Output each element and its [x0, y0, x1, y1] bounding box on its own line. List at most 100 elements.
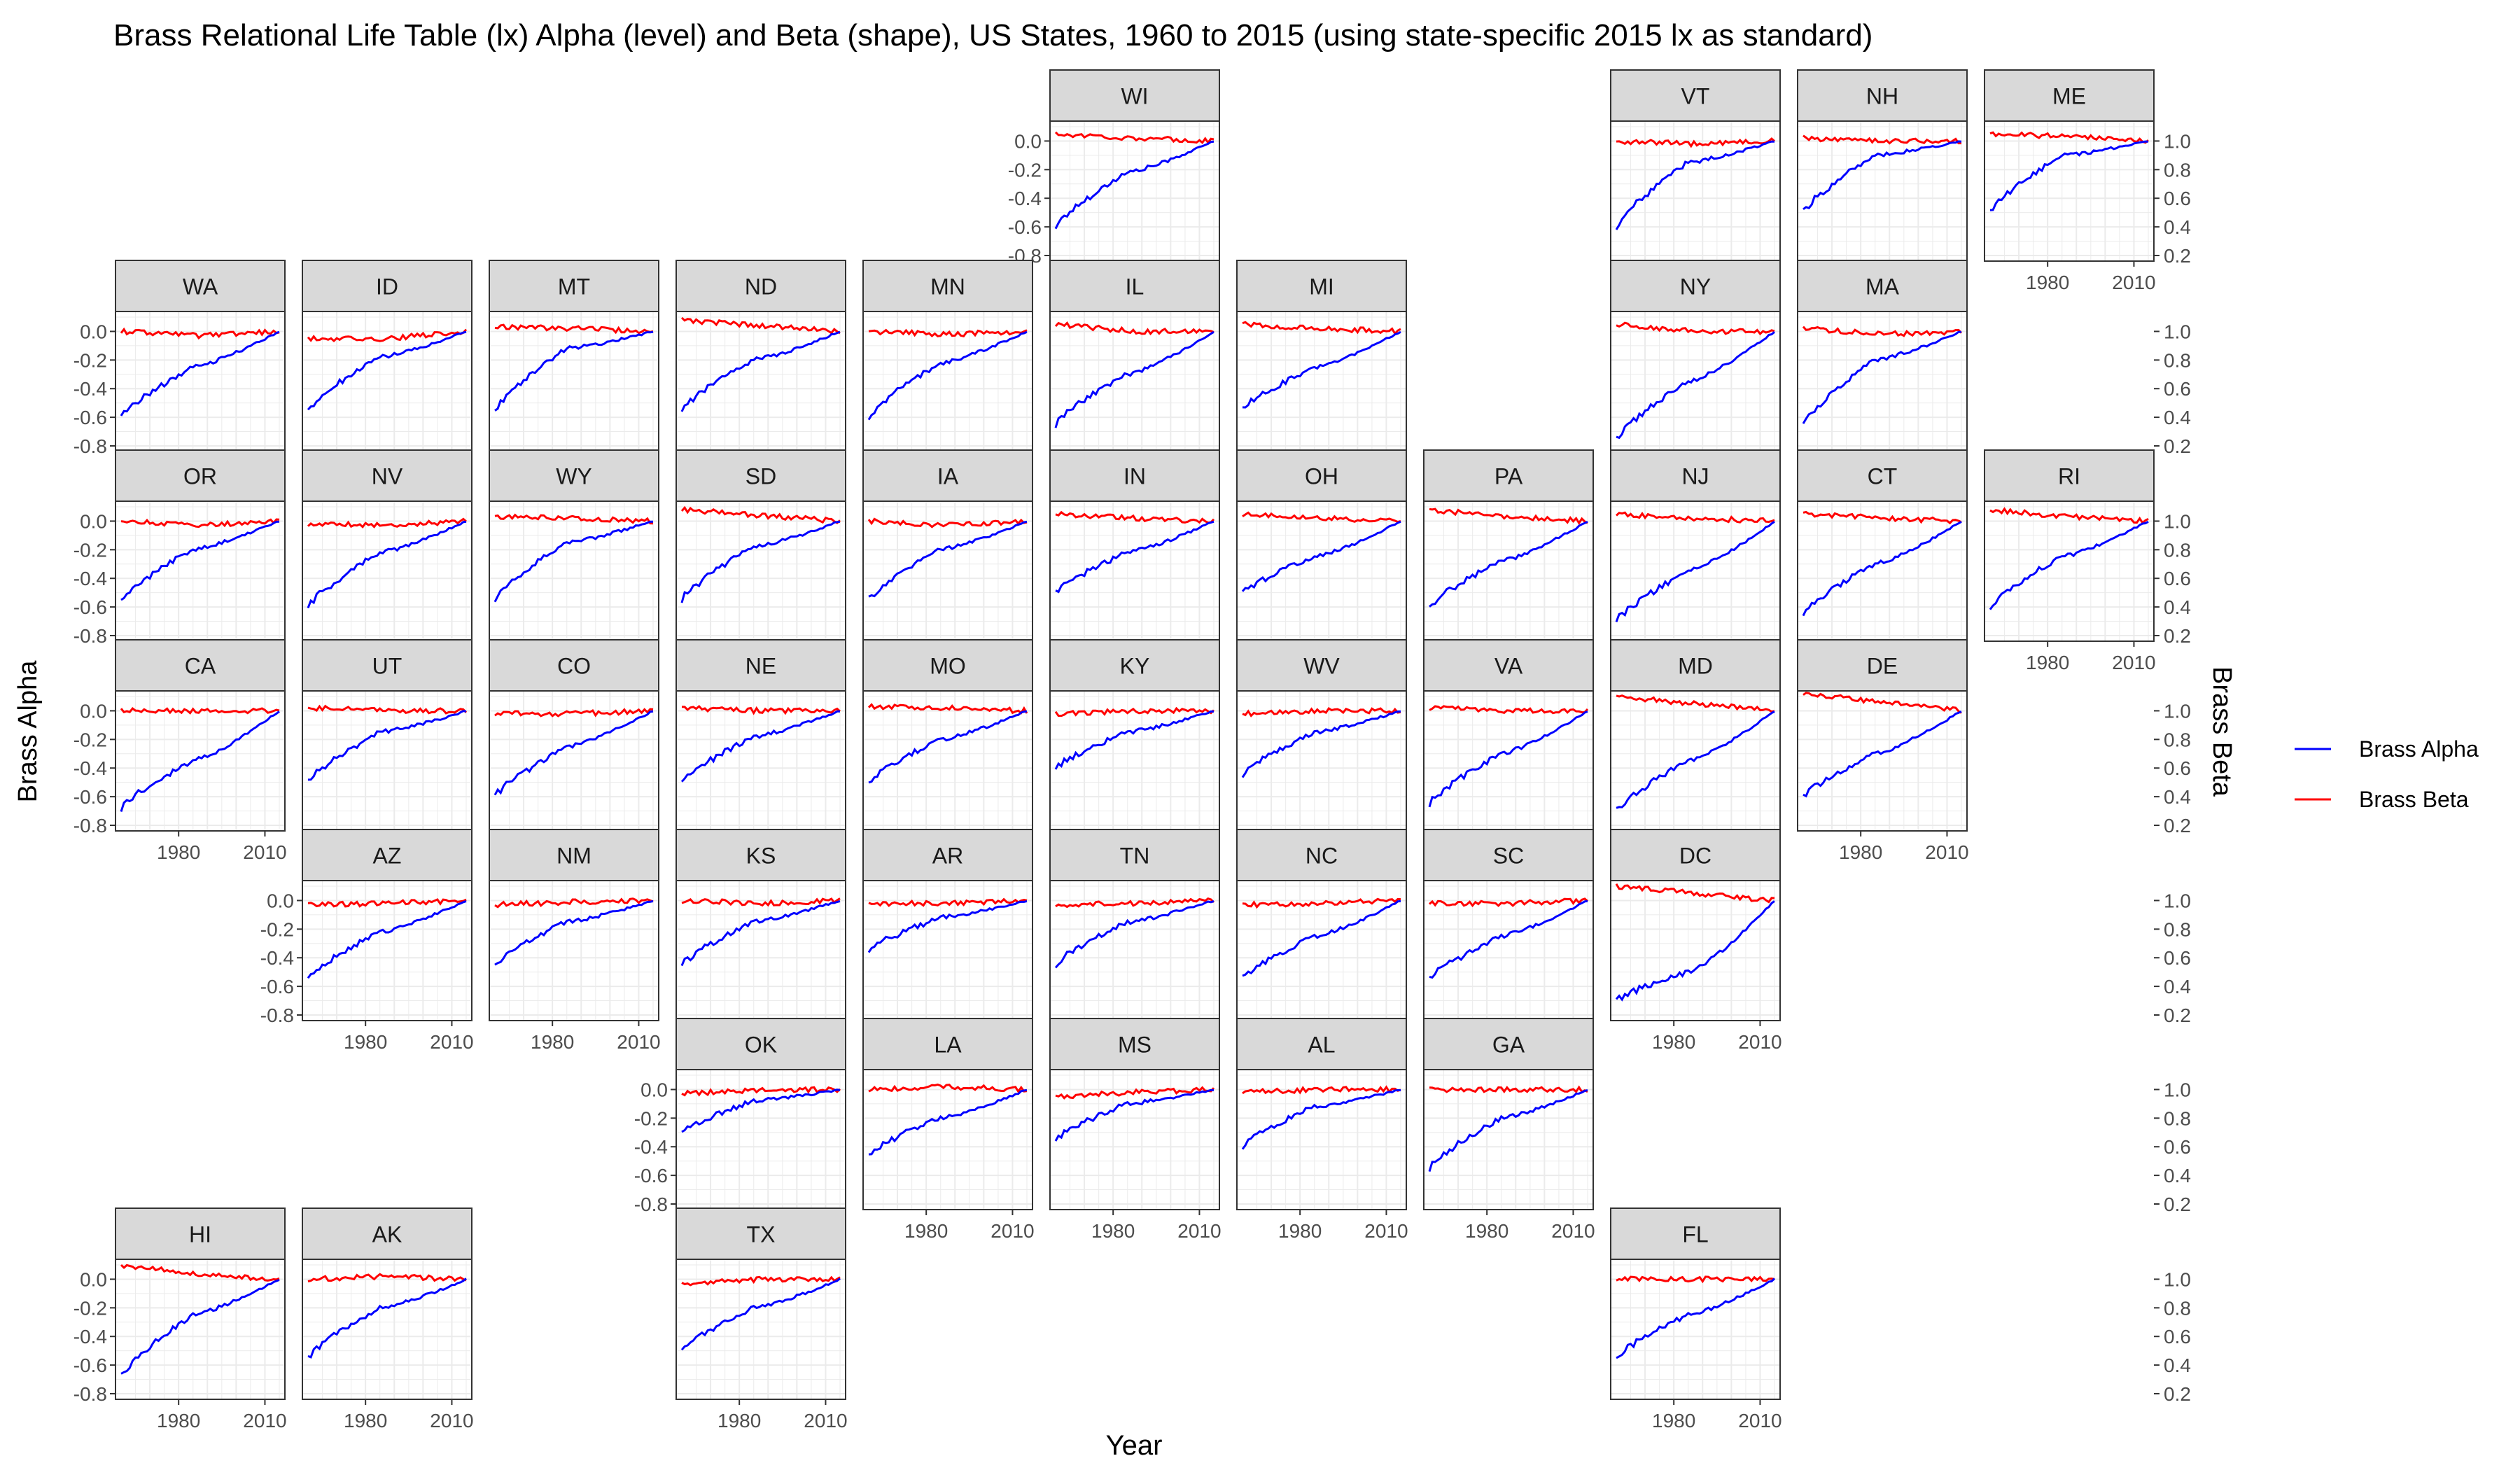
- facet-strip: [1797, 69, 1968, 122]
- series-line-brass-alpha: [1429, 899, 1588, 979]
- facet-strip: [1423, 639, 1594, 692]
- panel-wv: WV: [1236, 639, 1407, 832]
- panel-al: AL 1980 2010: [1236, 1018, 1408, 1242]
- x-tick-label: 2010: [243, 1410, 286, 1432]
- series-line-brass-beta: [681, 1275, 841, 1287]
- y-left-tick-label: 0.0: [80, 510, 107, 532]
- series-line-brass-beta: [681, 897, 841, 907]
- y-right-tick-label: 0.8: [2164, 1297, 2191, 1319]
- panel-ms: MS 1980 2010: [1049, 1018, 1222, 1242]
- series-line-brass-alpha: [1802, 521, 1962, 617]
- x-tick-label: 2010: [1738, 1031, 1782, 1053]
- panel-sd: SD: [676, 449, 846, 642]
- x-tick-label: 1980: [1652, 1410, 1695, 1432]
- y-left-tick-label: 0.0: [1014, 130, 1042, 152]
- plot-area: [1424, 501, 1593, 641]
- panel-border: [676, 1259, 846, 1400]
- panel-me: ME 1.0 0.8 0.6 0.4 0.2 1980 2010: [1984, 69, 2191, 293]
- panel-border: [115, 690, 286, 832]
- facet-strip: [1236, 1018, 1407, 1070]
- series-line-brass-alpha: [120, 1279, 280, 1375]
- panel-ma: MA 1.0 0.8 0.6 0.4 0.2: [1797, 260, 2191, 457]
- series-line-brass-alpha: [680, 899, 841, 967]
- panel-ct: CT: [1797, 449, 1968, 642]
- plot-area: [1611, 881, 1780, 1021]
- facet-strip-label: OH: [1305, 464, 1338, 489]
- series-line-brass-alpha: [494, 330, 654, 412]
- facet-strip-label: SD: [746, 464, 776, 489]
- x-tick-label: 1980: [1091, 1220, 1135, 1242]
- facet-strip: [1610, 829, 1781, 881]
- panel-border: [1049, 1069, 1220, 1210]
- series-line-brass-beta: [120, 327, 280, 340]
- series-line-brass-alpha: [1054, 899, 1214, 969]
- plot-area: [1984, 501, 2154, 641]
- y-right-tick-label: 1.0: [2164, 1268, 2191, 1290]
- y-right-tick-label: 0.6: [2164, 1136, 2191, 1158]
- y-right-tick-label: 0.6: [2164, 568, 2191, 589]
- panel-ga: GA 1.0 0.8 0.6 0.4 0.2 1980 2010: [1423, 1018, 2191, 1242]
- panel-ne: NE: [676, 639, 846, 832]
- y-left-tick-label: -0.6: [634, 1165, 668, 1186]
- series-line-brass-alpha: [1615, 900, 1775, 1002]
- y-right-tick-label: 0.8: [2164, 1107, 2191, 1129]
- series-line-brass-alpha: [1616, 710, 1775, 809]
- x-tick-label: 1980: [904, 1220, 948, 1242]
- facet-strip-label: TN: [1120, 844, 1150, 869]
- panel-az: AZ 0.0 -0.2 -0.4 -0.6 -0.8 1980 2010: [260, 829, 474, 1053]
- y-left-tick-label: -0.4: [74, 568, 107, 589]
- plot-area: [1611, 1259, 1780, 1399]
- plot-area: [1798, 691, 1967, 831]
- facet-strip-label: CO: [557, 654, 591, 679]
- panel-border: [489, 880, 659, 1021]
- y-right-tick-label: 0.4: [2164, 976, 2191, 997]
- gridlines: [1050, 691, 1219, 831]
- facet-strip: [1049, 260, 1220, 312]
- series-line-brass-beta: [1616, 694, 1775, 713]
- gridlines: [1237, 691, 1406, 831]
- series-line-brass-alpha: [1615, 521, 1775, 623]
- facet-strip-label: MT: [558, 274, 590, 300]
- plot-area: [302, 501, 472, 641]
- y-left-tick-label: -0.4: [634, 1136, 668, 1158]
- facet-strip-label: GA: [1492, 1032, 1525, 1058]
- facet-strip: [1423, 829, 1594, 881]
- facet-strip-label: CA: [185, 654, 216, 679]
- y-right-tick-label: 0.4: [2164, 407, 2191, 428]
- gridlines: [863, 691, 1032, 831]
- facet-strip-label: WI: [1121, 84, 1148, 109]
- plot-area: [676, 501, 846, 641]
- series-line-brass-beta: [1429, 705, 1589, 715]
- y-left-tick-label: -0.2: [260, 918, 294, 940]
- x-tick-label: 1980: [157, 1410, 200, 1432]
- facet-strip-label: KS: [746, 844, 776, 869]
- x-tick-label: 2010: [804, 1410, 847, 1432]
- panel-ca: CA 0.0 -0.2 -0.4 -0.6 -0.8 1980 2010: [74, 639, 287, 863]
- panel-vt: VT: [1610, 69, 1781, 262]
- plot-area: [1050, 312, 1219, 451]
- x-tick-label: 1980: [1652, 1031, 1695, 1053]
- plot-area: [1611, 312, 1780, 451]
- facet-strip: [302, 1208, 472, 1260]
- y-left-tick-label: -0.4: [260, 947, 294, 969]
- facet-strip-label: CT: [1868, 464, 1898, 489]
- y-right-tick-label: 0.2: [2164, 1194, 2191, 1215]
- gridlines: [1050, 1070, 1219, 1210]
- panel-nc: NC: [1236, 829, 1407, 1021]
- series-line-brass-alpha: [680, 330, 841, 412]
- facet-strip-label: NM: [556, 844, 592, 869]
- facet-strip: [489, 449, 659, 502]
- plot-area: [676, 1259, 846, 1399]
- facet-strip-label: IA: [937, 464, 959, 489]
- panel-ar: AR: [862, 829, 1033, 1021]
- facet-strip-label: AK: [372, 1222, 402, 1247]
- facet-strip-label: WY: [556, 464, 592, 489]
- facet-strip: [1797, 639, 1968, 692]
- gridlines: [1611, 312, 1780, 451]
- facet-strip-label: KY: [1120, 654, 1150, 679]
- series-line-brass-alpha: [1241, 1089, 1401, 1150]
- y-right-tick-label: 0.4: [2164, 596, 2191, 618]
- gridlines: [863, 1070, 1032, 1210]
- x-tick-label: 2010: [2112, 652, 2155, 673]
